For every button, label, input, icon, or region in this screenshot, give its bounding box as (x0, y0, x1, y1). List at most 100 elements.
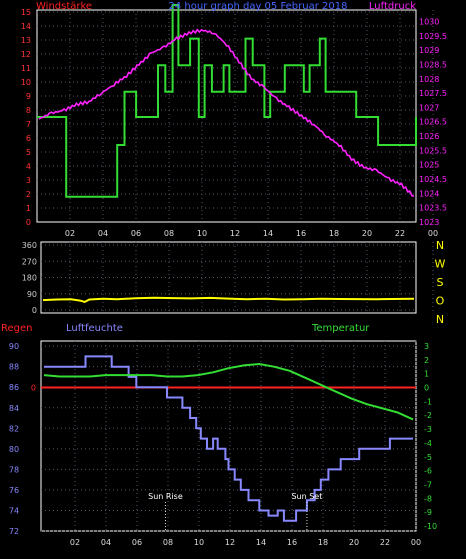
pressure-tick-3: 1024.5 (419, 175, 447, 184)
wind-tick-2: 2 (26, 190, 31, 199)
compass-letter-1: W (435, 258, 446, 271)
pressure-tick-13: 1029.5 (419, 32, 447, 41)
x-tick-bottom-18: 18 (318, 538, 328, 547)
wind-tick-11: 11 (21, 64, 31, 73)
x-tick-top-00: 00 (428, 229, 438, 238)
x-tick-bottom-16: 16 (287, 538, 297, 547)
temp-tick-13: 3 (424, 342, 429, 351)
wind-tick-12: 12 (21, 50, 31, 59)
x-tick-bottom-08: 08 (163, 538, 173, 547)
pressure-tick-7: 1026.5 (419, 118, 447, 127)
pressure-tick-1: 1023.5 (419, 204, 447, 213)
pressure-axis-label: Luftdruck (369, 1, 416, 12)
dir-tick-270: 270 (22, 257, 37, 266)
x-tick-top-10: 10 (197, 229, 207, 238)
x-tick-bottom-22: 22 (380, 538, 390, 547)
x-tick-top-12: 12 (230, 229, 240, 238)
temperature-series-line (43, 362, 414, 421)
pressure-tick-12: 1029 (419, 46, 439, 55)
humidity-tick-82: 82 (9, 424, 19, 433)
temp-tick-0: -10 (424, 522, 437, 531)
x-tick-top-16: 16 (296, 229, 306, 238)
chart-title: 24 hour graph day 05 Februar 2018 (169, 1, 348, 12)
humidity-tick-80: 80 (9, 445, 19, 454)
wind-tick-4: 4 (26, 162, 31, 171)
pressure-tick-0: 1023 (419, 218, 439, 227)
compass-letter-0: N (436, 239, 444, 252)
compass-letter-3: O (436, 295, 445, 308)
dir-tick-90: 90 (27, 290, 37, 299)
humidity-tick-72: 72 (9, 527, 19, 536)
humidity-tick-78: 78 (9, 465, 19, 474)
x-tick-top-08: 08 (164, 229, 174, 238)
humidity-tick-86: 86 (9, 383, 19, 392)
wind-axis-label: Windstärke (36, 1, 92, 12)
humidity-axis-label: Luftfeuchte (66, 323, 123, 334)
temp-tick-9: -1 (424, 397, 432, 406)
x-tick-top-02: 02 (65, 229, 75, 238)
pressure-tick-14: 1030 (419, 17, 439, 26)
x-tick-bottom-10: 10 (194, 538, 204, 547)
wind-tick-9: 9 (26, 92, 31, 101)
wind-series-line (37, 4, 417, 198)
pressure-tick-2: 1024 (419, 189, 439, 198)
temp-tick-8: -2 (424, 411, 432, 420)
temp-tick-4: -6 (424, 467, 432, 476)
dir-tick-180: 180 (22, 274, 37, 283)
pressure-tick-8: 1027 (419, 103, 439, 112)
wind-tick-8: 8 (26, 106, 31, 115)
humidity-tick-90: 90 (9, 342, 19, 351)
humidity-tick-84: 84 (9, 404, 19, 413)
wind-tick-13: 13 (21, 36, 31, 45)
temp-tick-7: -3 (424, 425, 432, 434)
x-tick-bottom-04: 04 (101, 538, 111, 547)
x-tick-top-14: 14 (263, 229, 273, 238)
pressure-tick-11: 1028.5 (419, 60, 447, 69)
compass-letter-4: N (436, 313, 444, 326)
temp-tick-6: -4 (424, 439, 432, 448)
dir-tick-360: 360 (22, 241, 37, 250)
temp-tick-1: -9 (424, 508, 432, 517)
x-tick-bottom-20: 20 (349, 538, 359, 547)
wind-tick-0: 0 (26, 218, 31, 227)
x-tick-bottom-02: 02 (70, 538, 80, 547)
dir-tick-0: 0 (32, 306, 37, 315)
x-tick-bottom-12: 12 (225, 538, 235, 547)
rain-zero-label: 0 (31, 384, 36, 393)
pressure-tick-6: 1026 (419, 132, 439, 141)
wind-tick-6: 6 (26, 134, 31, 143)
humidity-tick-76: 76 (9, 486, 19, 495)
humidity-tick-74: 74 (9, 506, 19, 515)
x-tick-top-18: 18 (329, 229, 339, 238)
pressure-tick-10: 1028 (419, 75, 439, 84)
humidity-temp-frame (40, 340, 417, 532)
wind-tick-7: 7 (26, 120, 31, 129)
sun-annotation-1: Sun Set (291, 492, 322, 501)
x-tick-bottom-06: 06 (132, 538, 142, 547)
wind-tick-15: 15 (21, 8, 31, 17)
wind-tick-3: 3 (26, 176, 31, 185)
humidity-series-line (44, 355, 413, 522)
x-tick-top-20: 20 (362, 229, 372, 238)
pressure-tick-9: 1027.5 (419, 89, 447, 98)
humidity-tick-88: 88 (9, 363, 19, 372)
x-tick-top-04: 04 (98, 229, 108, 238)
wind-tick-10: 10 (21, 78, 31, 87)
temp-tick-5: -5 (424, 453, 432, 462)
x-tick-top-06: 06 (131, 229, 141, 238)
direction-series-line (42, 296, 415, 303)
x-tick-top-22: 22 (395, 229, 405, 238)
x-tick-bottom-00: 00 (411, 538, 421, 547)
temp-tick-3: -7 (424, 480, 432, 489)
x-tick-bottom-14: 14 (256, 538, 266, 547)
wind-tick-5: 5 (26, 148, 31, 157)
pressure-series-line (38, 28, 415, 197)
pressure-tick-5: 1025.5 (419, 146, 447, 155)
temperature-axis-label: Temperatur (311, 323, 370, 334)
wind-tick-14: 14 (21, 22, 31, 31)
wind-tick-1: 1 (26, 204, 31, 213)
temp-tick-10: 0 (424, 384, 429, 393)
temp-tick-12: 2 (424, 356, 429, 365)
